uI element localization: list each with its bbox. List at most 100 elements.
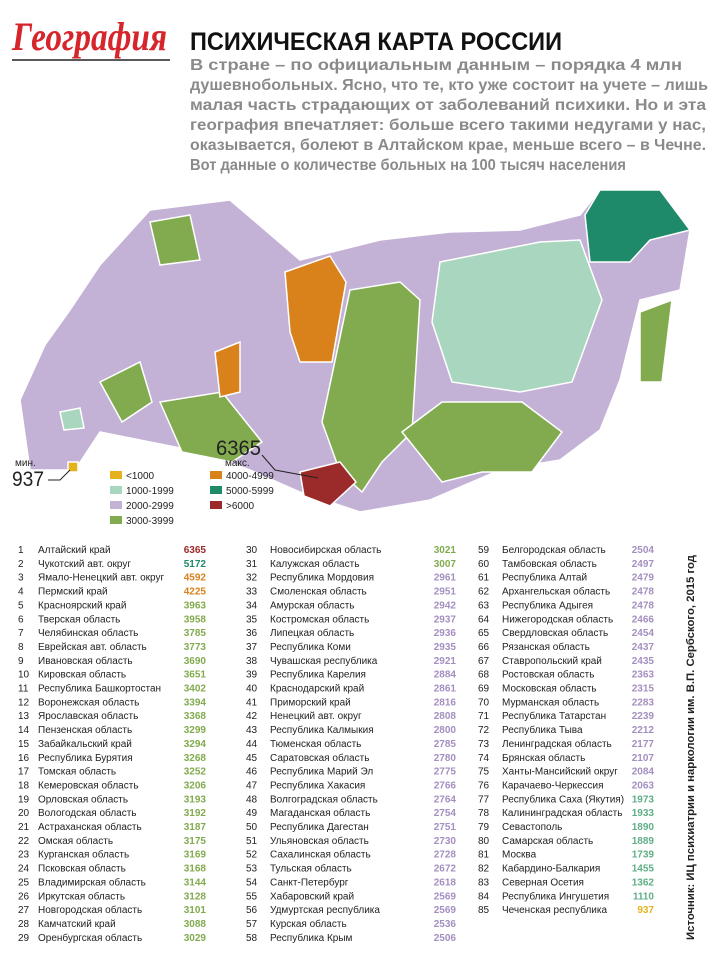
region-name: Костромская область [270,613,369,625]
region-name: Московская область [502,683,597,695]
rank: 79 [478,822,490,833]
rank: 6 [18,614,24,625]
region [158,391,264,463]
rank: 27 [18,905,30,916]
legend-label: 4000-4999 [226,471,274,482]
rank: 21 [18,822,30,833]
legend-swatch [210,471,222,479]
rank: 56 [246,905,258,916]
rank: 70 [478,697,490,708]
rank: 20 [18,808,30,819]
lead-line: В стране – по официальным данным – поряд… [190,57,682,74]
region-name: Магаданская область [270,807,370,819]
region-value: 3128 [184,891,207,902]
region-name: Республика Бурятия [38,752,133,764]
region-value: 2478 [632,587,655,598]
region-name: Томская область [38,766,116,778]
rank: 14 [18,725,30,736]
region-value: 2363 [632,670,655,681]
rank: 31 [246,559,258,570]
region-name: Псковская область [38,863,126,875]
rank: 46 [246,767,258,778]
region-value: 2936 [434,628,457,639]
region-name: Кабардино-Балкария [502,863,600,875]
rank: 42 [246,711,258,722]
rank: 71 [478,711,490,722]
legend-swatch [210,486,222,494]
min-value: 937 [12,468,44,491]
region-value: 3958 [184,614,207,625]
rank: 76 [478,780,490,791]
region-name: Калининградская область [502,807,622,819]
rank: 10 [18,670,30,681]
rank: 1 [18,545,24,556]
region-value: 2506 [434,933,457,944]
region-name: Курганская область [38,849,129,861]
region-value: 3007 [434,559,457,570]
rank: 58 [246,933,258,944]
region-value: 2961 [434,573,457,584]
region-name: Пермский край [38,587,108,598]
region-name: Республика Калмыкия [270,724,374,736]
rank: 60 [478,559,490,570]
region-value: 1933 [632,808,655,819]
rank: 13 [18,711,30,722]
rank: 67 [478,656,490,667]
region-name: Калужская область [270,558,359,570]
region-value: 5172 [184,559,207,570]
region-value: 1362 [632,877,655,888]
region-name: Санкт-Петербург [270,876,349,888]
region-value: 3252 [184,767,207,778]
region-name: Новгородская область [38,904,142,916]
region-value: 4225 [184,587,207,598]
region-name: Ивановская область [38,655,133,667]
rank: 19 [18,794,30,805]
min-leader [48,469,71,481]
region-name: Курская область [270,918,347,930]
region-value: 3963 [184,600,207,611]
region-name: Архангельская область [502,586,610,598]
region [299,461,358,507]
region-name: Карачаево-Черкессия [502,780,604,791]
region-value: 3144 [184,877,207,888]
region-name: Новосибирская область [270,544,381,556]
region-name: Ростовская область [502,669,594,681]
region-value: 2754 [434,808,457,819]
region-value: 3785 [184,628,207,639]
legend-label: >6000 [226,501,255,512]
region-value: 3773 [184,642,207,653]
region-name: Омская область [38,835,113,847]
region [431,239,603,393]
legend: <1000 1000-1999 2000-2999 3000-3999 4000-499… [110,471,274,527]
region-value: 2672 [434,864,457,875]
region-name: Брянская область [502,752,585,764]
region-value: 2212 [632,725,655,736]
region [59,407,85,431]
region-value: 2808 [434,711,457,722]
region-value: 2504 [632,545,655,556]
rank: 25 [18,877,30,888]
rank: 66 [478,642,490,653]
rank: 36 [246,628,258,639]
region-value: 3088 [184,919,207,930]
region-value: 2935 [434,642,457,653]
region-name: Ленинградская область [502,738,612,750]
region-value: 3299 [184,725,207,736]
region-name: Республика Карелия [270,669,366,681]
rank: 30 [246,545,258,556]
region-name: Иркутская область [38,890,125,902]
rank: 3 [18,573,24,584]
region-value: 2730 [434,836,457,847]
legend-swatch [110,501,122,509]
rank: 35 [246,614,258,625]
region-name: Еврейская авт. область [38,641,147,653]
source: Источник: ИЦ психиатрии и наркологии им.… [685,555,697,940]
region [400,401,564,483]
rank: 73 [478,739,490,750]
region-name: Забайкальский край [38,738,132,750]
region-value: 3101 [184,905,207,916]
rank: 50 [246,822,258,833]
rank: 5 [18,600,24,611]
